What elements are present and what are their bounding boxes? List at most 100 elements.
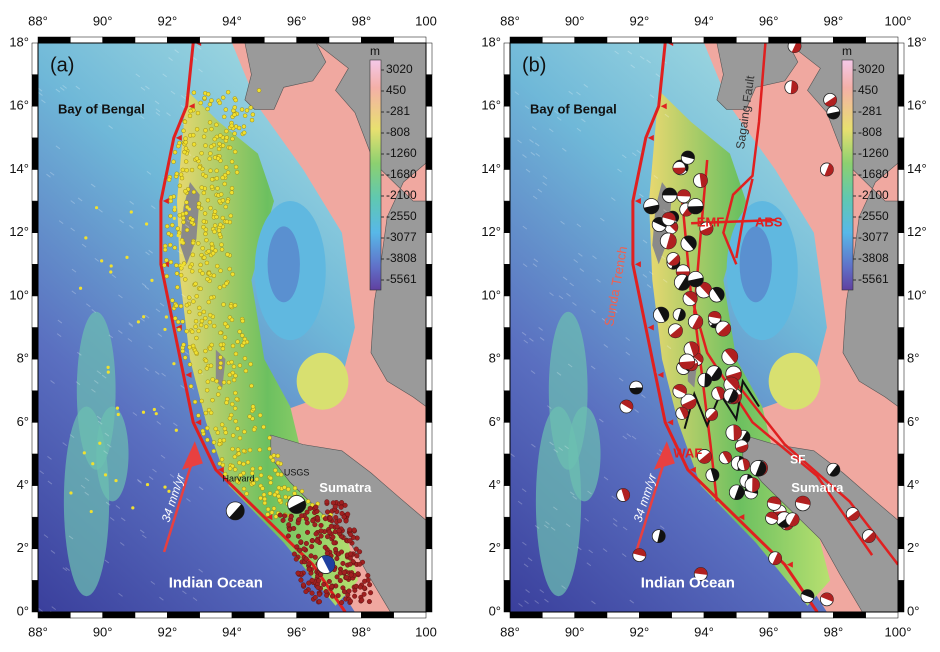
frame-bar [504,486,510,518]
aftershock [242,449,246,453]
colorbar-label: -2550 [858,209,889,223]
aftershock [181,349,185,353]
frame-bar [704,37,736,43]
colorbar-label: 450 [858,83,878,97]
frame-bar [866,37,898,43]
aftershock [202,310,206,314]
nias-aftershock [347,527,352,532]
aftershock [221,96,225,100]
colorbar-unit: m [370,44,380,58]
aftershock [146,483,149,486]
aftershock [164,258,168,262]
colorbar-label: 3020 [858,62,885,76]
frame-bar [504,359,510,391]
frame-bar [639,612,671,618]
aftershock [205,388,209,392]
aftershock [200,151,204,155]
aftershock [259,496,263,500]
aftershock [197,202,201,206]
frame-bar [394,612,426,618]
aftershock [165,274,169,278]
nias-aftershock [362,579,367,584]
aftershock [212,440,216,444]
aftershock [205,438,209,442]
nias-aftershock [287,527,292,532]
colorbar-label: -1260 [386,146,417,160]
aftershock [266,512,270,516]
aftershock [218,386,222,390]
aftershock [251,405,255,409]
colorbar-label: -808 [386,125,410,139]
y-tick-label: 10° [9,287,29,302]
aftershock [208,169,212,173]
aftershock [203,96,207,100]
nias-aftershock [310,538,315,543]
nias-aftershock [330,594,335,599]
frame-bar [426,486,432,518]
aftershock [198,312,202,316]
x-tick-label: 96° [287,624,307,639]
gulf [297,353,349,410]
colorbar-label: -2100 [386,188,417,202]
nias-aftershock [297,548,302,553]
aftershock [181,320,185,324]
frame-bar [38,612,70,618]
nias-aftershock [296,571,301,576]
aftershock [203,212,207,216]
aftershock [208,152,212,156]
aftershock [191,300,195,304]
aftershock [188,114,192,118]
aftershock [233,406,237,410]
aftershock [245,492,249,496]
aftershock [231,447,235,451]
nias-aftershock [367,599,372,604]
aftershock [208,320,212,324]
aftershock [258,448,262,452]
frame-bar [898,138,904,170]
frame-bar [504,106,510,138]
aftershock [130,210,133,213]
aftershock [218,439,222,443]
aftershock [218,366,222,370]
nias-aftershock [319,523,324,528]
aftershock [191,253,195,257]
aftershock [224,431,228,435]
nias-aftershock [325,534,330,539]
aftershock [184,160,188,164]
aftershock [219,361,223,365]
y-tick-label: 0° [17,603,29,618]
aftershock [200,186,204,190]
frame-bar [426,454,432,486]
aftershock [233,113,237,117]
aftershock [189,384,193,388]
aftershock [229,214,233,218]
y-tick-label: 14° [481,161,501,176]
nias-aftershock [313,522,318,527]
aftershock [184,137,188,141]
aftershock [268,436,272,440]
nias-aftershock [317,592,322,597]
aftershock [192,190,196,194]
y-tick-label: 6° [489,414,501,429]
nias-aftershock [342,589,347,594]
nias-aftershock [310,591,315,596]
colorbar-label: -1680 [386,167,417,181]
nias-aftershock [296,534,301,539]
aftershock [196,111,200,115]
x-tick-label: 92° [157,624,177,639]
frame-bar [898,75,904,107]
frame-bar [103,612,135,618]
aftershock [230,137,234,141]
aftershock [194,325,198,329]
aftershock [222,380,226,384]
aftershock [194,351,198,355]
frame-bar [103,37,135,43]
aftershock [246,460,250,464]
aftershock [142,315,145,318]
aftershock [203,144,207,148]
aftershock [200,399,204,403]
nias-aftershock [307,562,312,567]
aftershock [203,232,207,236]
aftershock [226,171,230,175]
aftershock [223,427,227,431]
